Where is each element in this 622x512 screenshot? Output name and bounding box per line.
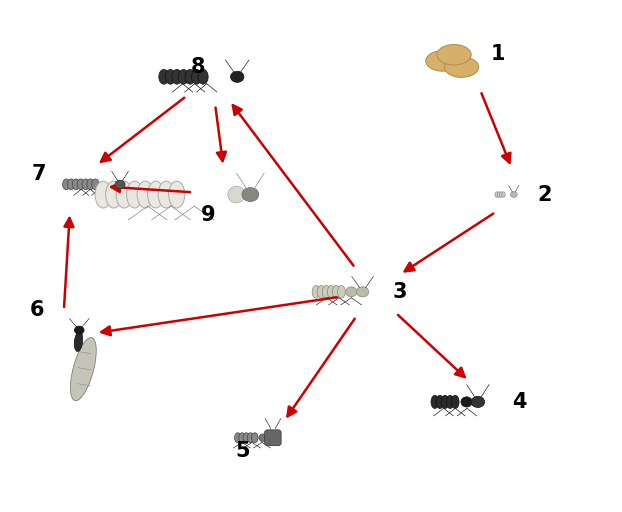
- Text: 9: 9: [201, 205, 216, 225]
- Ellipse shape: [461, 397, 472, 407]
- Circle shape: [231, 71, 244, 82]
- Ellipse shape: [312, 286, 320, 298]
- Ellipse shape: [437, 45, 471, 65]
- Ellipse shape: [147, 181, 164, 208]
- Ellipse shape: [70, 337, 96, 401]
- Ellipse shape: [452, 395, 459, 409]
- Ellipse shape: [127, 181, 143, 208]
- Ellipse shape: [243, 433, 249, 443]
- Ellipse shape: [436, 395, 444, 409]
- Ellipse shape: [172, 70, 182, 84]
- Ellipse shape: [259, 434, 267, 441]
- Ellipse shape: [137, 181, 153, 208]
- Ellipse shape: [444, 57, 478, 77]
- Ellipse shape: [169, 181, 185, 208]
- Ellipse shape: [72, 179, 80, 189]
- Ellipse shape: [234, 433, 241, 443]
- Ellipse shape: [502, 192, 505, 197]
- Circle shape: [242, 188, 259, 201]
- Ellipse shape: [192, 70, 202, 84]
- Ellipse shape: [239, 433, 245, 443]
- Ellipse shape: [116, 181, 132, 208]
- Ellipse shape: [63, 179, 70, 189]
- Circle shape: [75, 326, 84, 334]
- Ellipse shape: [425, 51, 460, 71]
- Text: 4: 4: [512, 392, 527, 412]
- Text: 7: 7: [31, 164, 46, 184]
- Ellipse shape: [91, 179, 99, 189]
- Ellipse shape: [77, 179, 85, 189]
- FancyBboxPatch shape: [264, 430, 281, 445]
- Ellipse shape: [185, 70, 195, 84]
- Ellipse shape: [248, 433, 254, 443]
- Ellipse shape: [317, 286, 325, 298]
- Ellipse shape: [198, 70, 208, 84]
- Ellipse shape: [495, 192, 498, 197]
- Ellipse shape: [74, 332, 83, 351]
- Text: 3: 3: [392, 282, 407, 302]
- Ellipse shape: [251, 433, 258, 443]
- Ellipse shape: [158, 181, 174, 208]
- Ellipse shape: [327, 286, 335, 298]
- Ellipse shape: [87, 179, 95, 189]
- Ellipse shape: [338, 286, 345, 298]
- Ellipse shape: [106, 181, 122, 208]
- Ellipse shape: [322, 286, 330, 298]
- Text: 2: 2: [537, 184, 552, 205]
- Ellipse shape: [159, 70, 169, 84]
- Text: 1: 1: [490, 44, 505, 64]
- Ellipse shape: [179, 70, 188, 84]
- Ellipse shape: [228, 186, 245, 203]
- Circle shape: [356, 287, 369, 297]
- Ellipse shape: [165, 70, 175, 84]
- Text: 8: 8: [190, 56, 205, 77]
- Ellipse shape: [346, 287, 357, 297]
- Ellipse shape: [499, 192, 503, 197]
- Circle shape: [510, 191, 518, 198]
- Ellipse shape: [441, 395, 449, 409]
- Ellipse shape: [431, 395, 439, 409]
- Ellipse shape: [95, 181, 111, 208]
- Ellipse shape: [67, 179, 75, 189]
- Circle shape: [115, 180, 125, 188]
- Text: 6: 6: [30, 300, 45, 320]
- Circle shape: [471, 396, 485, 408]
- Ellipse shape: [332, 286, 340, 298]
- Ellipse shape: [446, 395, 454, 409]
- Ellipse shape: [497, 192, 501, 197]
- Text: 5: 5: [235, 440, 250, 461]
- Ellipse shape: [82, 179, 90, 189]
